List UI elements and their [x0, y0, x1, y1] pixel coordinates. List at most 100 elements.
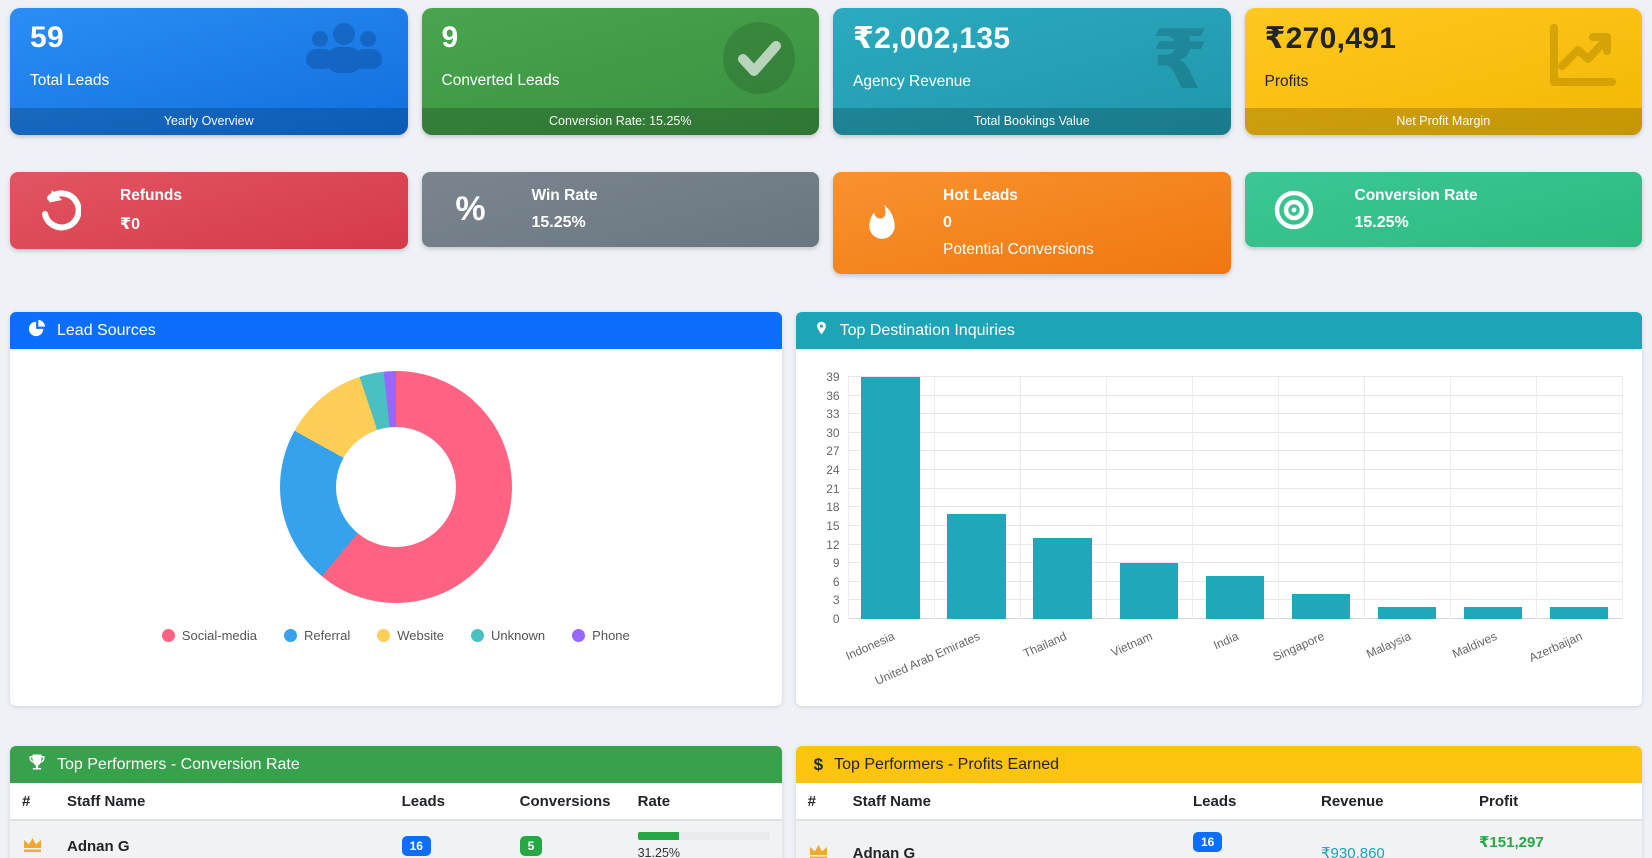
legend-item[interactable]: Website — [377, 628, 444, 643]
stat-card-profits: ₹270,491 Profits Net Profit Margin — [1244, 8, 1643, 135]
col-profit: Profit — [1467, 783, 1642, 821]
info-card-text: Win Rate 15.25% — [532, 187, 598, 232]
x-axis-tick-label: Singapore — [1270, 629, 1327, 665]
y-axis-tick-label: 30 — [826, 425, 840, 440]
y-axis-tick-label: 18 — [826, 500, 840, 515]
profits-label: Profits — [1264, 73, 1309, 90]
win-rate-value: 15.25% — [531, 214, 586, 231]
legend-dot-icon — [572, 629, 586, 642]
legend-label: Phone — [592, 628, 630, 643]
col-rank: # — [10, 783, 55, 821]
rate-progress-fill — [637, 832, 679, 840]
legend-dot-icon — [470, 629, 484, 642]
col-staff-name: Staff Name — [55, 783, 390, 821]
gridline — [1535, 377, 1537, 619]
lead-sources-header: Lead Sources — [10, 312, 782, 349]
info-card-conversion-rate: Conversion Rate 15.25% — [1244, 172, 1642, 247]
stat-card-body: ₹2,002,135 Agency Revenue ₹ — [833, 8, 1231, 108]
col-leads: Leads — [1181, 783, 1309, 821]
refunds-title: Refunds — [120, 187, 182, 204]
bar-chart: 0 3 6 9 12 15 18 21 24 27 30 33 36 39 Indonesia United … — [796, 349, 1642, 688]
agency-revenue-value: ₹2,002,135 — [853, 22, 1011, 55]
gridline — [1019, 377, 1021, 619]
profits-table-panel: $ Top Performers - Profits Earned # Staf… — [795, 746, 1642, 858]
stat-card-footer: Yearly Overview — [10, 108, 408, 135]
pie-chart-icon — [28, 319, 46, 342]
gridline — [1622, 377, 1623, 619]
bar-plot-area: 0 3 6 9 12 15 18 21 24 27 30 33 36 39 Indonesia United … — [826, 370, 1623, 688]
legend-item[interactable]: Unknown — [470, 628, 545, 643]
col-staff-name: Staff Name — [840, 783, 1181, 821]
gridline — [847, 469, 1622, 471]
stat-card-footer: Total Bookings Value — [833, 108, 1231, 135]
y-axis-tick-label: 33 — [826, 407, 840, 422]
x-axis-tick-label: India — [1211, 629, 1241, 653]
legend-item[interactable]: Referral — [283, 628, 350, 643]
info-card-text: Refunds ₹0 — [120, 187, 182, 234]
profits-value: ₹270,491 — [1264, 22, 1397, 55]
profit-value: ₹151,297 — [1479, 834, 1544, 851]
bar — [1205, 575, 1265, 619]
rate-progress — [637, 832, 770, 840]
stat-card-row: 59 Total Leads Yearly Overview 9 Convert… — [10, 8, 1642, 135]
total-leads-value: 59 — [30, 21, 64, 54]
bar — [947, 513, 1006, 619]
stat-card-footer: Conversion Rate: 15.25% — [421, 108, 819, 135]
gridline — [847, 431, 1622, 433]
gridline — [847, 524, 1622, 526]
lead-sources-title: Lead Sources — [57, 321, 156, 339]
conversion-rate-value: 15.25% — [1354, 214, 1409, 231]
lead-sources-panel: Lead Sources Social-media Referral Website… — [10, 312, 782, 706]
doughnut-chart: Social-media Referral Website Unknown Phone — [10, 371, 782, 706]
table-row: Adnan G 16 5 converted ₹930,860 ₹151,297… — [795, 820, 1642, 858]
destinations-header: Top Destination Inquiries — [795, 312, 1642, 349]
flame-icon — [859, 204, 905, 242]
col-conversions: Conversions — [507, 783, 626, 821]
stat-card-total-leads: 59 Total Leads Yearly Overview — [10, 8, 408, 135]
x-axis-tick-label: Malaysia — [1363, 629, 1413, 662]
trend-up-icon — [1546, 20, 1620, 97]
y-axis-tick-label: 6 — [832, 574, 840, 589]
converted-leads-label: Converted Leads — [441, 72, 560, 89]
y-axis-tick-label: 3 — [832, 593, 840, 608]
map-pin-icon — [814, 319, 829, 342]
hot-leads-value: 0 — [943, 214, 952, 231]
gridline — [847, 562, 1622, 564]
legend-label: Website — [397, 628, 444, 643]
info-card-refunds: Refunds ₹0 — [10, 172, 408, 249]
gridline — [847, 413, 1622, 415]
gridline — [1449, 377, 1451, 619]
rupee-icon: ₹ — [1151, 15, 1209, 106]
gridline — [1363, 377, 1365, 619]
hot-leads-title: Hot Leads — [943, 187, 1018, 204]
destinations-panel: Top Destination Inquiries 0 3 6 9 12 15 18 21 24… — [795, 312, 1642, 706]
bar — [1463, 606, 1523, 619]
gridline — [847, 506, 1622, 508]
y-axis-tick-label: 39 — [826, 370, 840, 384]
y-axis-tick-label: 24 — [826, 463, 840, 478]
destinations-title: Top Destination Inquiries — [839, 321, 1015, 339]
legend-item[interactable]: Phone — [572, 628, 630, 643]
bar — [1119, 563, 1178, 619]
info-card-text: Conversion Rate 15.25% — [1355, 187, 1478, 232]
total-leads-label: Total Leads — [30, 72, 110, 89]
rate-text: 31.25% — [637, 846, 681, 858]
legend-label: Social-media — [181, 628, 257, 643]
gridline — [847, 487, 1622, 489]
x-axis-tick-label: Azerbaijan — [1527, 629, 1585, 665]
gridline — [847, 543, 1622, 545]
crown-icon — [22, 837, 43, 857]
legend-dot-icon — [377, 629, 391, 642]
y-axis-tick-label: 21 — [826, 481, 840, 496]
legend-item[interactable]: Social-media — [161, 628, 257, 643]
leads-badge: 16 — [401, 836, 431, 856]
profits-table-title: Top Performers - Profits Earned — [834, 755, 1060, 773]
col-revenue: Revenue — [1309, 783, 1467, 821]
leads-badge: 16 — [1193, 832, 1223, 852]
check-circle-icon — [721, 20, 797, 101]
legend-dot-icon — [283, 629, 297, 642]
stat-card-body: ₹270,491 Profits — [1245, 8, 1643, 108]
hot-leads-subtitle: Potential Conversions — [943, 241, 1094, 258]
y-axis-tick-label: 12 — [826, 537, 840, 552]
